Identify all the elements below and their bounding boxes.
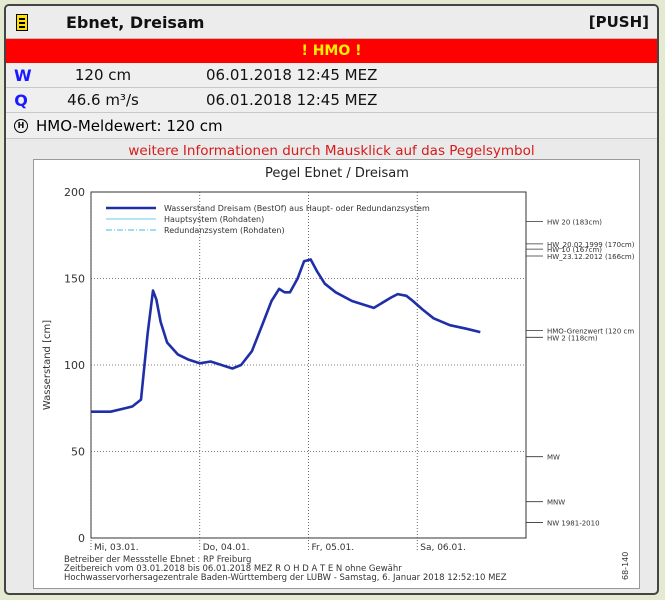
- legend-label-1: Hauptsystem (Rohdaten): [164, 215, 264, 224]
- info-link[interactable]: weitere Informationen durch Mausklick au…: [128, 143, 535, 159]
- footer-line-1: Zeitbereich vom 03.01.2018 bis 06.01.201…: [64, 564, 402, 574]
- hmo-alert-banner: ! HMO !: [6, 39, 657, 63]
- ref-label-0: HW 20 (183cm): [547, 218, 602, 226]
- measurement-row-w: W 120 cm 06.01.2018 12:45 MEZ: [6, 63, 657, 88]
- gauge-popup: Ebnet, Dreisam [PUSH] ! HMO ! W 120 cm 0…: [4, 4, 659, 595]
- hmo-icon: H: [14, 118, 28, 133]
- ref-label-2: HW 10 (167cm): [547, 246, 602, 254]
- ref-label-1: HW_20.02.1999 (170cm): [547, 241, 635, 249]
- water-level-time: 06.01.2018 12:45 MEZ: [206, 66, 378, 84]
- x-tick-label-3: Sa, 06.01.: [420, 543, 466, 553]
- discharge-icon: Q: [14, 90, 28, 110]
- y-tick-label-100: 100: [64, 359, 85, 372]
- legend-label-2: Redundanzsystem (Rohdaten): [164, 226, 285, 235]
- ref-label-4: HMO-Grenzwert (120 cm: [547, 327, 634, 335]
- water-level-value: 120 cm: [74, 66, 132, 84]
- ref-label-3: HW_23.12.2012 (166cm): [547, 253, 635, 261]
- legend-label-0: Wasserstand Dreisam (BestOf) aus Haupt- …: [164, 204, 430, 213]
- y-tick-label-0: 0: [78, 532, 85, 545]
- side-code: 68-140: [621, 552, 630, 580]
- x-tick-label-1: Do, 04.01.: [203, 543, 250, 553]
- station-title: Ebnet, Dreisam: [66, 12, 205, 32]
- hmo-value: HMO-Meldewert: 120 cm: [36, 116, 223, 135]
- hmo-row: H HMO-Meldewert: 120 cm: [6, 113, 657, 139]
- y-tick-label-150: 150: [64, 273, 85, 286]
- popup-header: Ebnet, Dreisam [PUSH]: [6, 6, 657, 39]
- footer-line-2: Hochwasservorhersagezentrale Baden-Württ…: [64, 573, 507, 583]
- water-level-icon: W: [14, 65, 32, 85]
- x-tick-label-0: Mi, 03.01.: [94, 543, 139, 553]
- y-tick-label-50: 50: [71, 446, 85, 459]
- measurement-row-q: Q 46.6 m³/s 06.01.2018 12:45 MEZ: [6, 88, 657, 113]
- series-line-0: [91, 258, 481, 413]
- water-level-chart[interactable]: Pegel Ebnet / Dreisam 0 50 100 150 200 Mi, 03.…: [33, 159, 640, 589]
- chart-title: Pegel Ebnet / Dreisam: [265, 166, 409, 181]
- y-axis-label: Wasserstand [cm]: [42, 320, 53, 410]
- gauge-icon[interactable]: [16, 13, 28, 31]
- y-tick-label-200: 200: [64, 186, 85, 199]
- chart-svg: Pegel Ebnet / Dreisam 0 50 100 150 200 Mi, 03.…: [42, 166, 635, 583]
- ref-label-6: MW: [547, 454, 560, 462]
- ref-label-5: HW 2 (118cm): [547, 334, 598, 342]
- discharge-value: 46.6 m³/s: [67, 91, 139, 109]
- footer-line-0: Betreiber der Messstelle Ebnet : RP Frei…: [64, 555, 251, 565]
- push-button[interactable]: [PUSH]: [588, 13, 649, 31]
- x-tick-label-2: Fr, 05.01.: [312, 543, 355, 553]
- ref-label-7: MNW: [547, 499, 565, 507]
- discharge-time: 06.01.2018 12:45 MEZ: [206, 91, 378, 109]
- ref-label-8: NW 1981-2010: [547, 519, 600, 527]
